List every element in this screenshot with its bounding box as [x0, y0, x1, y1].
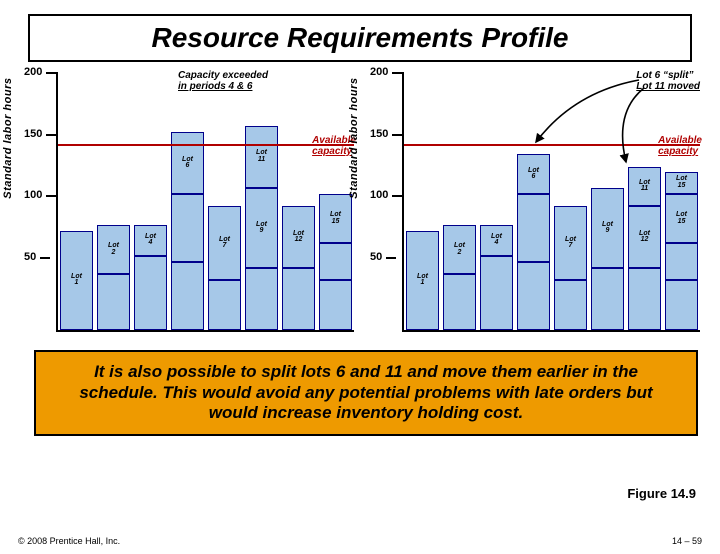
bar-stack: Lot12Lot11: [628, 167, 661, 330]
bar-segment: Lot4: [480, 225, 513, 256]
bar-stack: Lot15Lot15: [665, 172, 698, 330]
y-axis-label-left: Standard labor hours: [2, 78, 14, 199]
bar-column: Lot15Lot15: [663, 72, 700, 330]
bar-stack: Lot9: [591, 188, 624, 330]
bar-segment: Lot1: [60, 231, 93, 330]
copyright-text: © 2008 Prentice Hall, Inc.: [18, 536, 120, 546]
bar-segment: Lot6: [517, 154, 550, 194]
y-tick: 200: [370, 66, 388, 78]
bar-segment: Lot1: [406, 231, 439, 330]
bar-segment: Lot2: [97, 225, 130, 275]
bar-segment: [665, 280, 698, 330]
right-bars: Lot1Lot2Lot4Lot6Lot7Lot9Lot12Lot11Lot15L…: [404, 72, 700, 330]
y-tick: 50: [24, 251, 36, 263]
page-number: 14 – 59: [672, 536, 702, 546]
charts-row: Standard labor hours Lot1Lot2Lot4Lot6Lot…: [0, 72, 720, 362]
bar-column: Lot4: [132, 72, 169, 330]
bar-column: Lot2: [441, 72, 478, 330]
bar-segment: Lot15: [665, 172, 698, 194]
y-tick: 100: [24, 189, 42, 201]
figure-number: Figure 14.9: [627, 486, 696, 501]
bar-segment: [319, 280, 352, 330]
note-lot-split: Lot 6 “split”Lot 11 moved: [636, 70, 700, 92]
bar-segment: Lot7: [554, 206, 587, 280]
bar-stack: Lot15: [319, 194, 352, 330]
capacity-line: [404, 144, 700, 146]
bar-column: Lot6: [515, 72, 552, 330]
bar-segment: Lot4: [134, 225, 167, 256]
bar-column: Lot9Lot11: [243, 72, 280, 330]
bar-column: Lot12Lot11: [626, 72, 663, 330]
bar-segment: [480, 256, 513, 330]
bar-segment: Lot15: [319, 194, 352, 244]
bar-stack: Lot4: [480, 225, 513, 330]
bar-stack: Lot9Lot11: [245, 126, 278, 330]
bar-segment: [517, 262, 550, 330]
page-title: Resource Requirements Profile: [30, 22, 690, 54]
bar-segment: [591, 268, 624, 330]
title-container: Resource Requirements Profile: [28, 14, 692, 62]
bar-stack: Lot7: [554, 206, 587, 330]
bar-column: Lot12: [280, 72, 317, 330]
note-available-capacity: Availablecapacity: [658, 135, 702, 157]
y-tick: 150: [370, 128, 388, 140]
bar-stack: Lot2: [97, 225, 130, 330]
bar-segment: Lot2: [443, 225, 476, 275]
bar-column: Lot1: [58, 72, 95, 330]
bar-column: Lot1: [404, 72, 441, 330]
bar-stack: Lot6: [171, 132, 204, 330]
bar-segment: Lot12: [628, 206, 661, 268]
bar-segment: Lot11: [245, 126, 278, 188]
bar-stack: Lot4: [134, 225, 167, 330]
bar-segment: Lot15: [665, 194, 698, 244]
y-tick: 100: [370, 189, 388, 201]
bar-segment: Lot6: [171, 132, 204, 194]
left-bars: Lot1Lot2Lot4Lot6Lot7Lot9Lot11Lot12Lot15: [58, 72, 354, 330]
bar-column: Lot2: [95, 72, 132, 330]
bar-segment: [208, 280, 241, 330]
left-plot-area: Lot1Lot2Lot4Lot6Lot7Lot9Lot11Lot12Lot15 …: [56, 72, 354, 332]
bar-segment: [443, 274, 476, 330]
bar-segment: [171, 262, 204, 330]
bar-stack: Lot2: [443, 225, 476, 330]
bar-segment: Lot9: [591, 188, 624, 268]
y-tick: 200: [24, 66, 42, 78]
bar-stack: Lot1: [60, 231, 93, 330]
bar-segment: Lot9: [245, 188, 278, 268]
bar-segment: [628, 268, 661, 330]
right-plot-area: Lot1Lot2Lot4Lot6Lot7Lot9Lot12Lot11Lot15L…: [402, 72, 700, 332]
bar-column: Lot9: [589, 72, 626, 330]
overlay-callout: It is also possible to split lots 6 and …: [34, 350, 698, 436]
bar-segment: [171, 194, 204, 262]
bar-segment: [134, 256, 167, 330]
bar-segment: Lot12: [282, 206, 315, 268]
bar-column: Lot6: [169, 72, 206, 330]
y-axis-label-right: Standard labor hours: [348, 78, 360, 199]
bar-stack: Lot12: [282, 206, 315, 330]
bar-column: Lot7: [206, 72, 243, 330]
bar-segment: [245, 268, 278, 330]
bar-segment: [97, 274, 130, 330]
bar-segment: [665, 243, 698, 280]
right-chart: Standard labor hours Lot1Lot2Lot4Lot6Lot…: [360, 72, 700, 362]
bar-segment: Lot11: [628, 167, 661, 207]
bar-stack: Lot7: [208, 206, 241, 330]
y-tick: 50: [370, 251, 382, 263]
bar-segment: [554, 280, 587, 330]
bar-segment: Lot7: [208, 206, 241, 280]
capacity-line: [58, 144, 354, 146]
left-chart: Standard labor hours Lot1Lot2Lot4Lot6Lot…: [14, 72, 354, 362]
bar-segment: [282, 268, 315, 330]
bar-segment: [319, 243, 352, 280]
bar-stack: Lot1: [406, 231, 439, 330]
bar-column: Lot7: [552, 72, 589, 330]
bar-stack: Lot6: [517, 154, 550, 330]
bar-segment: [517, 194, 550, 262]
bar-column: Lot4: [478, 72, 515, 330]
y-tick: 150: [24, 128, 42, 140]
note-capacity-exceeded: Capacity exceededin periods 4 & 6: [178, 70, 268, 92]
